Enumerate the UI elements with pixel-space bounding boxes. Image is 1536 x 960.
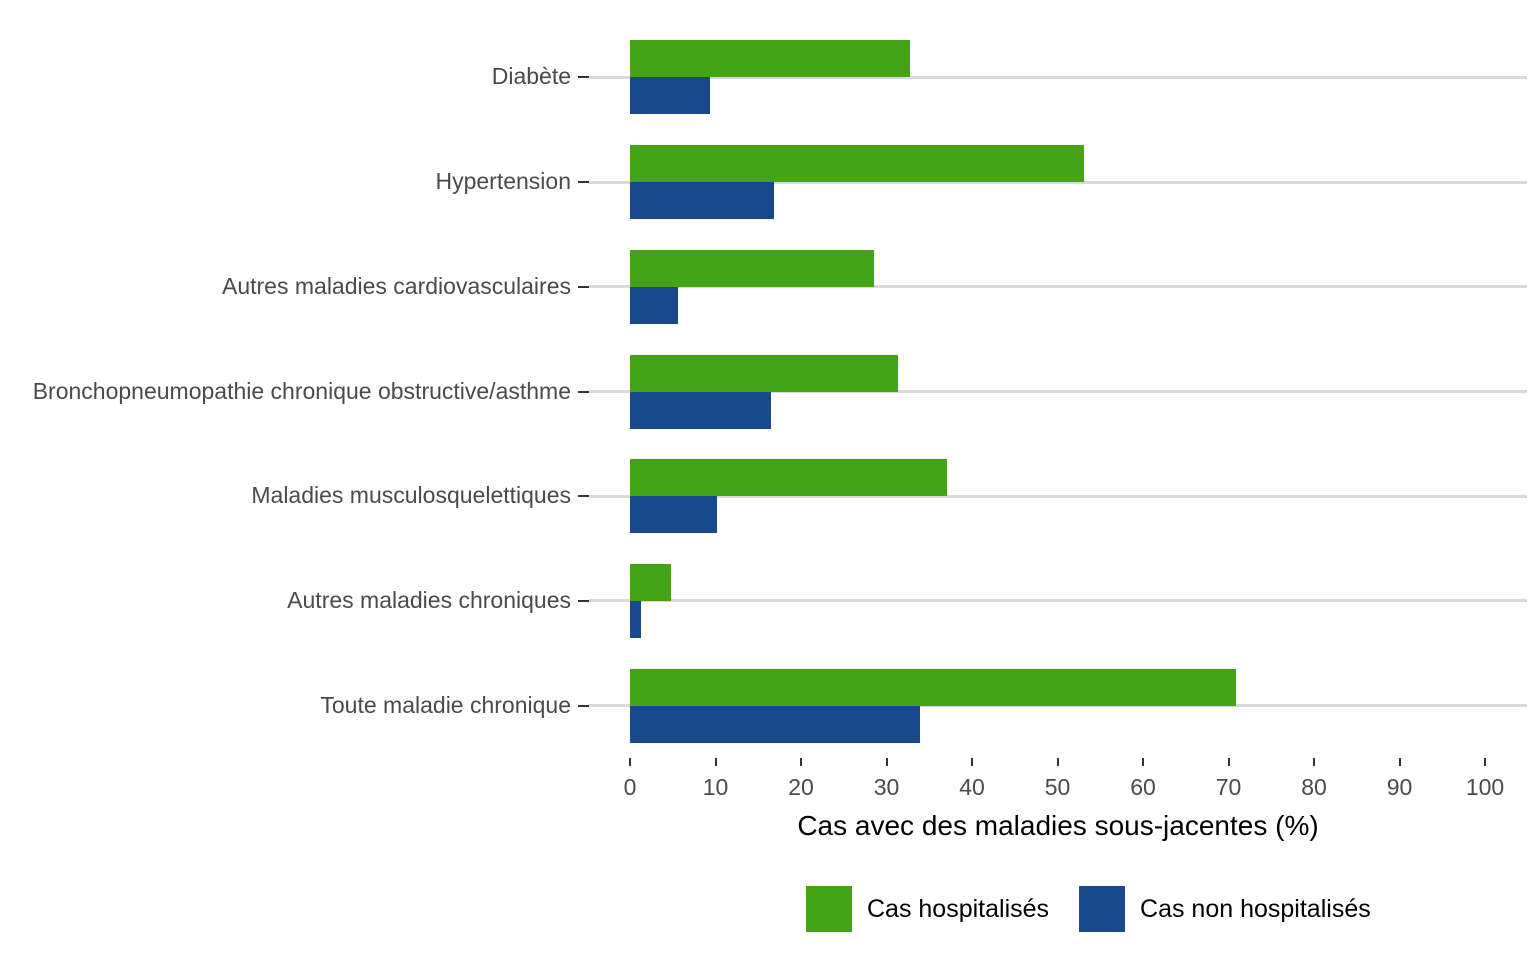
x-tick-label: 90 (1386, 774, 1413, 800)
bar-hospitalises (630, 145, 1084, 183)
x-tick-label: 0 (623, 774, 637, 800)
y-tick-mark (578, 704, 589, 707)
legend-swatch-non-hospitalises (1079, 886, 1126, 932)
legend-label-non-hospitalises: Cas non hospitalisés (1140, 894, 1371, 923)
x-tick-mark (1398, 758, 1401, 766)
bar-hospitalises (630, 563, 672, 601)
legend-swatch-hospitalises (806, 886, 852, 932)
bar-non-hospitalises (630, 286, 678, 324)
x-tick-mark (1484, 758, 1486, 766)
gridline (589, 75, 1527, 79)
y-tick-mark (578, 76, 589, 79)
category-label: Autres maladies chroniques (287, 586, 571, 613)
legend-label-hospitalises: Cas hospitalisés (867, 894, 1050, 923)
bar-non-hospitalises (630, 391, 772, 429)
x-tick-mark (714, 758, 717, 766)
x-tick-label: 70 (1215, 774, 1242, 800)
x-tick-label: 80 (1301, 774, 1327, 800)
category-label: Maladies musculosquelettiques (251, 482, 571, 509)
x-tick-label: 20 (788, 774, 814, 800)
bar-hospitalises (630, 40, 910, 78)
bar-non-hospitalises (630, 77, 710, 115)
x-tick-mark (1227, 758, 1230, 766)
y-tick-mark (578, 599, 589, 602)
x-tick-label: 50 (1044, 774, 1071, 800)
x-tick-mark (800, 758, 802, 766)
bar-hospitalises (630, 249, 874, 287)
x-tick-mark (1056, 758, 1059, 766)
x-tick-mark (971, 758, 973, 766)
bar-non-hospitalises (630, 182, 775, 220)
category-label: Hypertension (435, 168, 571, 195)
y-tick-mark (578, 285, 589, 288)
x-tick-mark (629, 758, 631, 766)
y-tick-mark (578, 390, 589, 393)
bar-non-hospitalises (630, 705, 920, 743)
x-tick-label: 60 (1130, 774, 1156, 800)
bar-hospitalises (630, 668, 1237, 706)
y-tick-mark (578, 181, 589, 184)
gridline (589, 494, 1527, 498)
legend: Cas hospitalisés Cas non hospitalisés (806, 886, 1371, 932)
category-label: Autres maladies cardiovasculaires (222, 272, 571, 299)
x-axis-title: Cas avec des maladies sous-jacentes (%) (797, 810, 1319, 841)
category-label: Bronchopneumopathie chronique obstructiv… (32, 377, 571, 404)
x-tick-label: 40 (959, 774, 985, 800)
x-tick-label: 30 (873, 774, 900, 800)
gridline (589, 180, 1527, 184)
category-label: Toute maladie chronique (320, 691, 571, 718)
bar-hospitalises (630, 354, 898, 392)
category-label: Diabète (491, 63, 571, 90)
bar-non-hospitalises (630, 496, 718, 534)
x-tick-mark (1142, 758, 1144, 766)
x-tick-mark (885, 758, 888, 766)
gridline (589, 704, 1527, 708)
gridline (589, 390, 1527, 393)
gridline (589, 599, 1527, 603)
y-tick-mark (578, 495, 589, 498)
bar-hospitalises (630, 459, 948, 497)
gridline (589, 285, 1527, 289)
x-tick-mark (1313, 758, 1315, 766)
x-tick-label: 10 (702, 774, 729, 800)
bar-non-hospitalises (630, 600, 642, 638)
x-tick-label: 100 (1465, 774, 1505, 800)
